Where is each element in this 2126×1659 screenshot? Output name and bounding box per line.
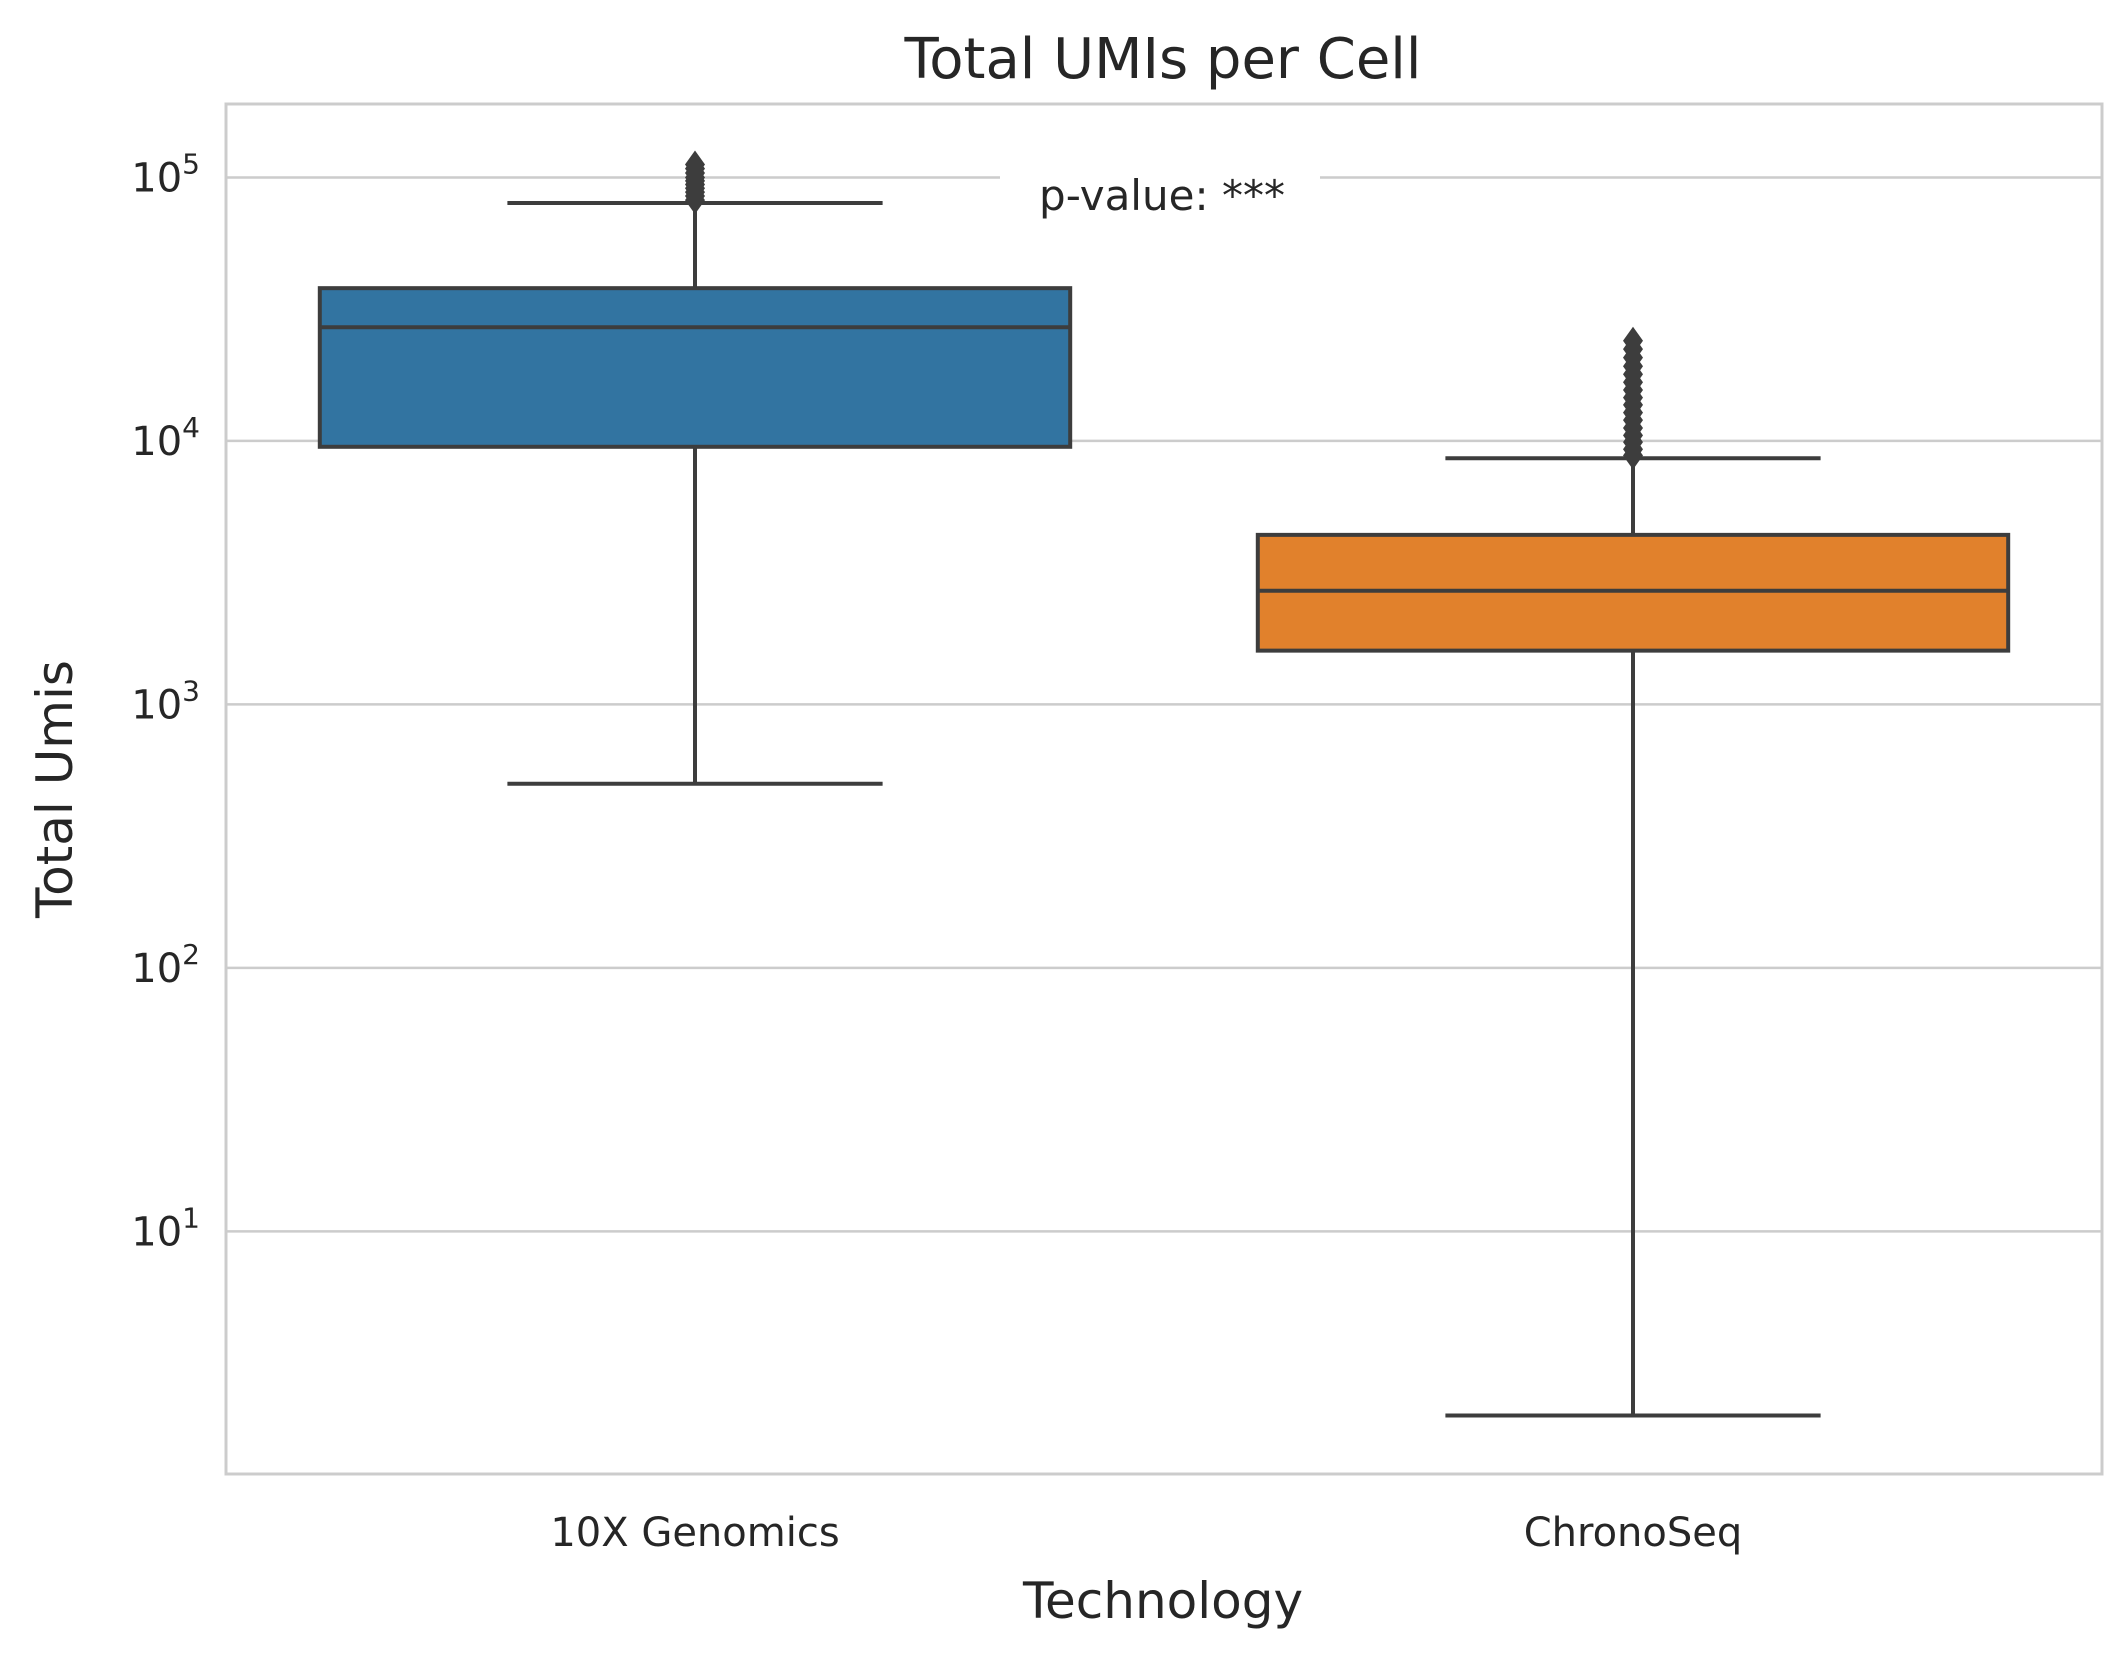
- outlier-point-9: [685, 150, 705, 179]
- plot-frame: [224, 102, 2104, 1476]
- x-axis-ticks: 10X Genomics ChronoSeq: [550, 1510, 1742, 1556]
- y-tick-label-3: 104: [131, 411, 200, 465]
- x-tick-label-1: ChronoSeq: [1524, 1510, 1743, 1556]
- y-tick-label-2: 103: [131, 674, 200, 728]
- chart-title: Total UMIs per Cell: [904, 27, 1422, 92]
- box-1: [1255, 326, 2011, 1418]
- annotation-background: [1000, 166, 1320, 222]
- box-0: [317, 150, 1073, 786]
- y-tick-label-0: 101: [131, 1201, 200, 1255]
- y-tick-label-4: 105: [131, 147, 200, 201]
- iqr-box: [317, 286, 1073, 449]
- outlier-point-15: [1623, 326, 1643, 355]
- x-axis-label: Technology: [1022, 1572, 1303, 1630]
- y-axis-ticks: 101 102 103 104 105: [131, 147, 200, 1255]
- y-axis-label: Total Umis: [26, 660, 84, 919]
- x-tick-label-0: 10X Genomics: [550, 1510, 839, 1556]
- p-value-annotation: p-value: ***: [1039, 171, 1285, 220]
- y-tick-label-1: 102: [131, 938, 200, 992]
- boxes: [317, 150, 2011, 1418]
